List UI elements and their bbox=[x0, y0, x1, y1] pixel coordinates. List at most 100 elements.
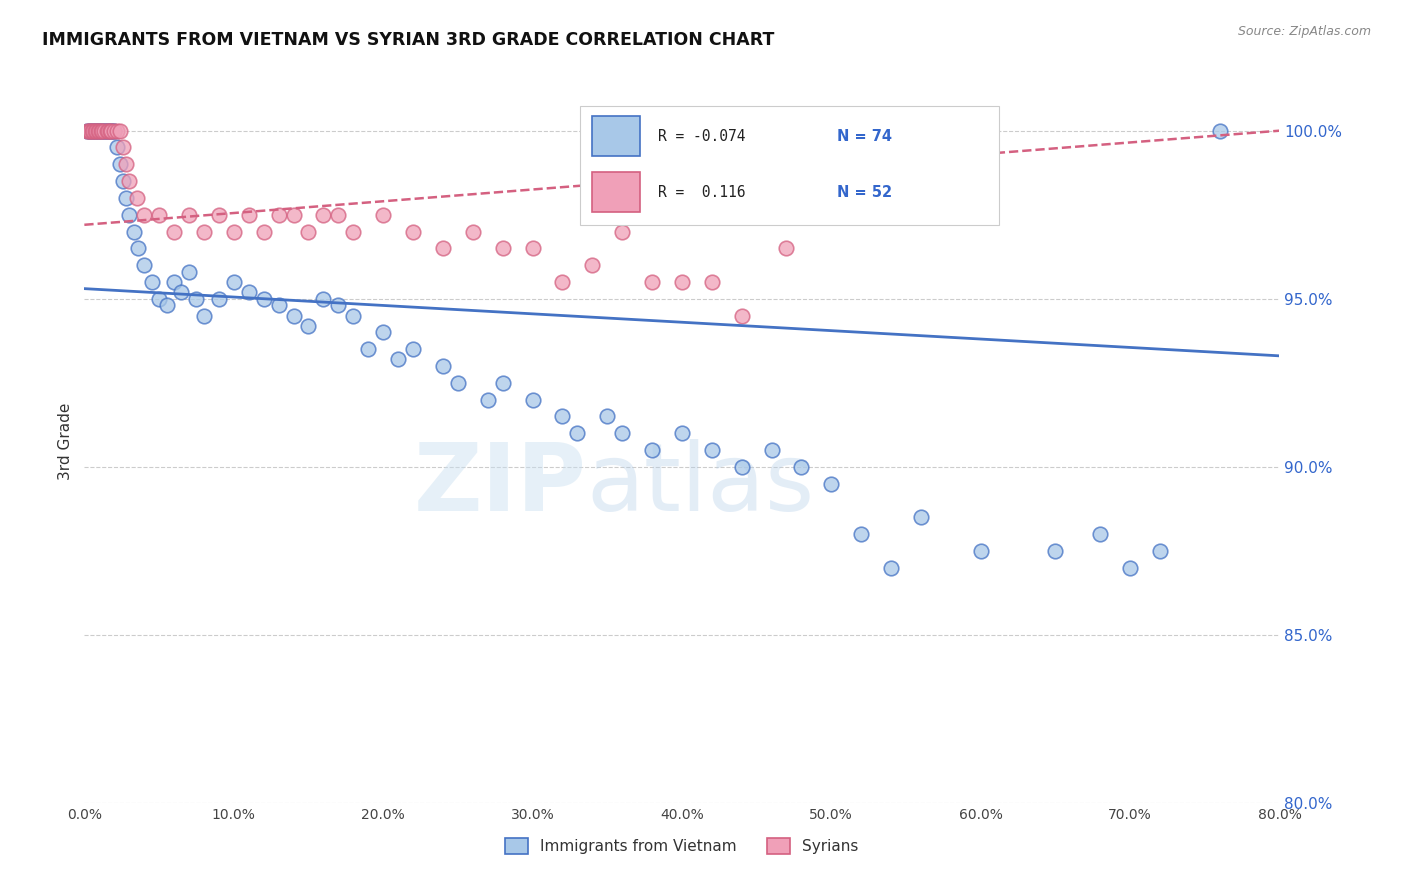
Point bbox=[83, 124, 105, 138]
Point bbox=[700, 275, 723, 289]
Point bbox=[1088, 527, 1111, 541]
Point bbox=[328, 208, 350, 222]
Point bbox=[193, 225, 215, 239]
Point bbox=[163, 225, 186, 239]
Point bbox=[1045, 543, 1067, 558]
Point bbox=[132, 258, 156, 272]
Point bbox=[105, 124, 128, 138]
Point bbox=[89, 124, 111, 138]
Point bbox=[86, 124, 108, 138]
Point bbox=[1149, 543, 1171, 558]
Point bbox=[96, 124, 118, 138]
Point bbox=[112, 174, 135, 188]
Point bbox=[79, 124, 101, 138]
Point bbox=[328, 298, 350, 312]
Point bbox=[477, 392, 499, 407]
Point bbox=[790, 459, 813, 474]
Point bbox=[177, 208, 200, 222]
Point bbox=[970, 543, 993, 558]
Text: ZIP: ZIP bbox=[413, 439, 586, 531]
Point bbox=[87, 124, 110, 138]
Point bbox=[731, 309, 754, 323]
Point bbox=[93, 124, 115, 138]
Point bbox=[596, 409, 619, 424]
Point bbox=[96, 124, 118, 138]
Point bbox=[89, 124, 111, 138]
Point bbox=[567, 426, 589, 441]
Point bbox=[115, 191, 138, 205]
Point bbox=[371, 208, 394, 222]
Point bbox=[447, 376, 470, 390]
Point bbox=[77, 124, 100, 138]
Point bbox=[170, 285, 193, 299]
Point bbox=[671, 275, 693, 289]
Point bbox=[402, 225, 425, 239]
Point bbox=[283, 309, 305, 323]
Point bbox=[98, 124, 121, 138]
Point bbox=[312, 292, 335, 306]
Text: IMMIGRANTS FROM VIETNAM VS SYRIAN 3RD GRADE CORRELATION CHART: IMMIGRANTS FROM VIETNAM VS SYRIAN 3RD GR… bbox=[42, 31, 775, 49]
Point bbox=[110, 124, 132, 138]
Text: R =  0.116: R = 0.116 bbox=[658, 185, 745, 200]
Point bbox=[551, 275, 574, 289]
Point bbox=[432, 359, 454, 373]
Point bbox=[80, 124, 103, 138]
Point bbox=[297, 225, 319, 239]
Point bbox=[82, 124, 104, 138]
Point bbox=[177, 265, 200, 279]
Point bbox=[127, 241, 149, 255]
Point bbox=[141, 275, 163, 289]
Point bbox=[1208, 124, 1232, 138]
Point bbox=[148, 292, 170, 306]
Point bbox=[641, 442, 664, 457]
Point bbox=[77, 124, 100, 138]
Text: atlas: atlas bbox=[586, 439, 814, 531]
Point bbox=[253, 292, 276, 306]
Point bbox=[122, 225, 145, 239]
Point bbox=[101, 124, 124, 138]
Point bbox=[551, 409, 574, 424]
Point bbox=[94, 124, 117, 138]
Point bbox=[267, 208, 290, 222]
Point bbox=[581, 258, 603, 272]
Point bbox=[371, 326, 394, 340]
Point bbox=[1119, 560, 1142, 574]
Point bbox=[700, 442, 723, 457]
Point bbox=[671, 426, 693, 441]
Point bbox=[103, 124, 125, 138]
Point bbox=[342, 225, 364, 239]
Point bbox=[238, 208, 260, 222]
Point bbox=[208, 292, 231, 306]
Point bbox=[610, 426, 633, 441]
Point bbox=[87, 124, 110, 138]
Point bbox=[820, 476, 842, 491]
Point bbox=[105, 140, 128, 154]
Point bbox=[90, 124, 112, 138]
Point bbox=[283, 208, 305, 222]
Point bbox=[97, 124, 120, 138]
Text: R = -0.074: R = -0.074 bbox=[658, 129, 745, 145]
Point bbox=[880, 560, 903, 574]
Point bbox=[100, 124, 122, 138]
Text: N = 74: N = 74 bbox=[837, 129, 893, 145]
Point bbox=[118, 174, 141, 188]
FancyBboxPatch shape bbox=[581, 105, 998, 225]
Point bbox=[267, 298, 290, 312]
Point bbox=[522, 241, 544, 255]
Point bbox=[115, 157, 138, 171]
Point bbox=[118, 208, 141, 222]
Point bbox=[253, 225, 276, 239]
Point bbox=[222, 275, 245, 289]
Point bbox=[208, 208, 231, 222]
Point bbox=[461, 225, 484, 239]
Point bbox=[110, 157, 132, 171]
Point bbox=[125, 191, 148, 205]
Point bbox=[775, 241, 797, 255]
Point bbox=[82, 124, 104, 138]
Point bbox=[93, 124, 115, 138]
Point bbox=[112, 140, 135, 154]
Point bbox=[97, 124, 120, 138]
Point bbox=[103, 124, 125, 138]
Point bbox=[238, 285, 260, 299]
Point bbox=[610, 225, 633, 239]
